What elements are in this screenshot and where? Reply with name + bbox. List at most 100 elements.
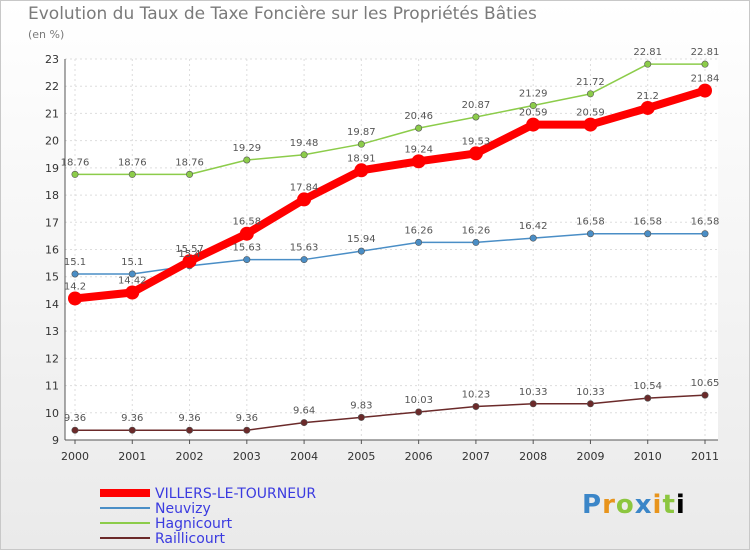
data-point xyxy=(586,90,594,98)
series-villers-le-tourneur xyxy=(68,83,712,306)
chart-subtitle: (en %) xyxy=(28,28,65,41)
y-tick-label: 10 xyxy=(45,407,59,420)
data-label: 10.65 xyxy=(691,378,720,389)
data-point xyxy=(300,151,308,159)
data-point xyxy=(186,426,194,434)
data-label: 18.76 xyxy=(175,157,204,168)
data-point xyxy=(644,230,652,238)
series-line xyxy=(74,63,706,176)
data-label: 16.42 xyxy=(519,221,548,232)
chart-title: Evolution du Taux de Taxe Foncière sur l… xyxy=(28,4,537,24)
axes: 9 10 11 12 13 14 15 16 17 18 19 20 21 22 23 2000 2001 200… xyxy=(45,53,719,463)
series-line xyxy=(71,86,709,303)
data-point xyxy=(640,100,655,115)
data-label: 17.84 xyxy=(290,182,319,193)
y-tick-label: 17 xyxy=(45,216,59,229)
data-point xyxy=(468,146,483,161)
data-point xyxy=(701,60,709,68)
data-point xyxy=(701,230,709,238)
data-label: 15.4 xyxy=(178,249,200,260)
data-label: 16.58 xyxy=(633,217,662,228)
data-point xyxy=(243,156,251,164)
x-tick-label: 2004 xyxy=(290,450,318,463)
data-label: 9.36 xyxy=(64,413,86,424)
y-tick-label: 16 xyxy=(45,244,59,257)
data-label: 18.76 xyxy=(118,157,147,168)
data-label: 18.91 xyxy=(347,153,376,164)
y-tick-label: 11 xyxy=(45,380,59,393)
proxiti-logo: Proxiti xyxy=(582,490,686,520)
data-label: 15.1 xyxy=(64,257,86,268)
data-point xyxy=(529,102,537,110)
series-group xyxy=(68,60,712,434)
data-point xyxy=(357,140,365,148)
data-point xyxy=(415,408,423,416)
x-tick-label: 2001 xyxy=(118,450,146,463)
x-tick-label: 2007 xyxy=(462,450,490,463)
legend-label: Neuvizy xyxy=(155,501,211,517)
data-point xyxy=(529,400,537,408)
data-label: 15.57 xyxy=(175,244,204,255)
data-label: 19.87 xyxy=(347,127,376,138)
y-tick-label: 9 xyxy=(52,434,59,447)
data-label: 16.58 xyxy=(576,217,605,228)
data-point xyxy=(243,256,251,264)
series-line xyxy=(74,394,706,431)
data-label: 22.81 xyxy=(633,47,662,58)
data-label: 18.76 xyxy=(61,157,90,168)
data-label: 15.63 xyxy=(290,243,319,254)
x-tick-label: 2010 xyxy=(634,450,662,463)
data-point xyxy=(182,254,197,269)
x-tick-label: 2002 xyxy=(176,450,204,463)
data-point xyxy=(411,154,426,169)
data-label: 15.63 xyxy=(232,243,261,254)
y-tick-label: 19 xyxy=(45,162,59,175)
data-label: 15.1 xyxy=(121,257,143,268)
data-label: 16.26 xyxy=(462,225,491,236)
y-tick-label: 22 xyxy=(45,80,59,93)
data-point xyxy=(297,192,312,207)
data-point xyxy=(415,238,423,246)
data-point xyxy=(186,170,194,178)
y-tick-label: 23 xyxy=(45,53,59,66)
data-point xyxy=(586,230,594,238)
data-label: 16.26 xyxy=(404,225,433,236)
legend: VILLERS-LE-TOURNEURNeuvizyHagnicourtRail… xyxy=(100,486,316,547)
data-point xyxy=(526,117,541,132)
y-tick-label: 20 xyxy=(45,135,59,148)
data-point xyxy=(583,117,598,132)
data-point xyxy=(354,163,369,178)
data-point xyxy=(128,170,136,178)
data-point xyxy=(68,291,82,306)
data-label: 20.46 xyxy=(404,111,433,122)
x-tick-label: 2003 xyxy=(233,450,261,463)
data-label: 14.42 xyxy=(118,275,147,286)
legend-label: Raillicourt xyxy=(155,531,225,547)
data-point xyxy=(71,170,79,178)
data-label: 21.72 xyxy=(576,77,605,88)
data-label: 9.36 xyxy=(121,413,143,424)
data-label: 10.54 xyxy=(633,381,662,392)
data-label: 9.83 xyxy=(350,400,372,411)
y-tick-label: 18 xyxy=(45,189,59,202)
data-label: 16.58 xyxy=(232,217,261,228)
x-tick-label: 2006 xyxy=(405,450,433,463)
data-label: 20.59 xyxy=(576,108,605,119)
data-label: 21.2 xyxy=(637,91,659,102)
data-label: 9.36 xyxy=(236,413,258,424)
x-tick-label: 2005 xyxy=(347,450,375,463)
y-tick-label: 12 xyxy=(45,352,59,365)
data-label: 14.2 xyxy=(64,281,86,292)
data-label: 10.23 xyxy=(462,390,491,401)
data-label: 9.36 xyxy=(178,413,200,424)
data-point xyxy=(415,124,423,132)
data-label: 15.94 xyxy=(347,234,376,245)
data-point xyxy=(644,60,652,68)
data-point xyxy=(357,247,365,255)
legend-label: Hagnicourt xyxy=(155,516,233,532)
data-label: 10.33 xyxy=(576,387,605,398)
series-hagnicourt xyxy=(71,60,709,178)
data-label: 10.03 xyxy=(404,395,433,406)
data-label: 19.29 xyxy=(232,143,261,154)
data-point xyxy=(128,426,136,434)
